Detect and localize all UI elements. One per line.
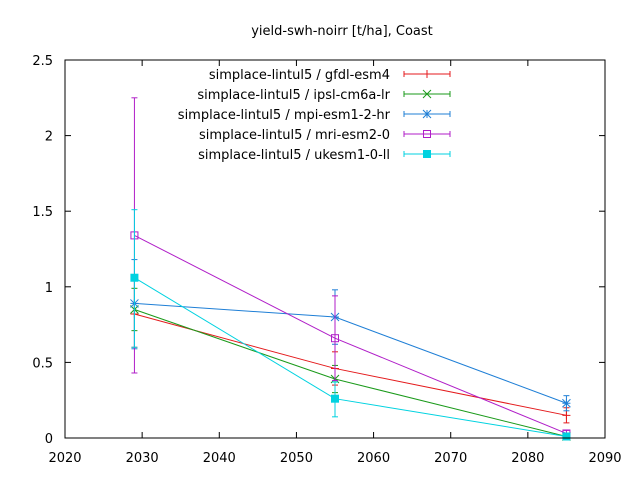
series-line <box>134 302 567 404</box>
data-point <box>130 273 139 282</box>
legend-label: simplace-lintul5 / ipsl-cm6a-lr <box>197 88 390 103</box>
series-3 <box>130 259 571 412</box>
legend-marker <box>423 130 431 138</box>
data-point <box>562 398 571 408</box>
x-tick-label: 2020 <box>48 451 81 466</box>
plot-frame <box>64 59 606 439</box>
x-tick-label: 2030 <box>126 451 159 466</box>
legend-item: simplace-lintul5 / ukesm1-0-ll <box>198 148 451 163</box>
data-point <box>562 411 571 420</box>
series-line <box>134 277 567 437</box>
y-tick-label: 1 <box>45 281 53 296</box>
x-tick-label: 2040 <box>203 451 236 466</box>
legend-item: simplace-lintul5 / ipsl-cm6a-lr <box>197 88 451 103</box>
series-2 <box>130 287 571 441</box>
legend-item: simplace-lintul5 / mri-esm2-0 <box>199 128 451 143</box>
y-tick-label: 0 <box>45 432 53 447</box>
x-tick-label: 2070 <box>434 451 467 466</box>
legend-label: simplace-lintul5 / mri-esm2-0 <box>199 128 390 143</box>
x-tick-label: 2090 <box>588 451 621 466</box>
legend: simplace-lintul5 / gfdl-esm4 simplace-lin… <box>178 68 451 163</box>
axes: 2020 2030 2040 2050 2060 2070 2080 2090 0 0.5 1 1.5… <box>32 54 621 466</box>
legend-item: simplace-lintul5 / gfdl-esm4 <box>209 68 451 83</box>
series-line <box>134 234 567 434</box>
y-tick-label: 2.5 <box>32 54 53 69</box>
chart-title: yield-swh-noirr [t/ha], Coast <box>251 24 433 39</box>
x-tick-label: 2050 <box>280 451 313 466</box>
y-tick-label: 0.5 <box>32 356 53 371</box>
legend-item: simplace-lintul5 / mpi-esm1-2-hr <box>178 108 451 123</box>
series-5 <box>130 209 571 441</box>
series-line <box>134 309 567 437</box>
y-tick-label: 2 <box>45 130 53 145</box>
x-tick-label: 2080 <box>511 451 544 466</box>
legend-marker <box>422 89 432 99</box>
data-point <box>331 334 339 343</box>
x-tick-label: 2060 <box>357 451 390 466</box>
legend-marker <box>423 70 431 78</box>
y-tick-label: 1.5 <box>32 205 53 220</box>
data-point <box>331 394 339 403</box>
legend-marker <box>423 150 431 158</box>
legend-marker <box>422 109 432 119</box>
legend-label: simplace-lintul5 / gfdl-esm4 <box>209 68 390 83</box>
legend-label: simplace-lintul5 / ukesm1-0-ll <box>198 148 390 163</box>
legend-label: simplace-lintul5 / mpi-esm1-2-hr <box>178 108 391 123</box>
data-point <box>562 432 571 441</box>
series-line <box>134 313 567 416</box>
